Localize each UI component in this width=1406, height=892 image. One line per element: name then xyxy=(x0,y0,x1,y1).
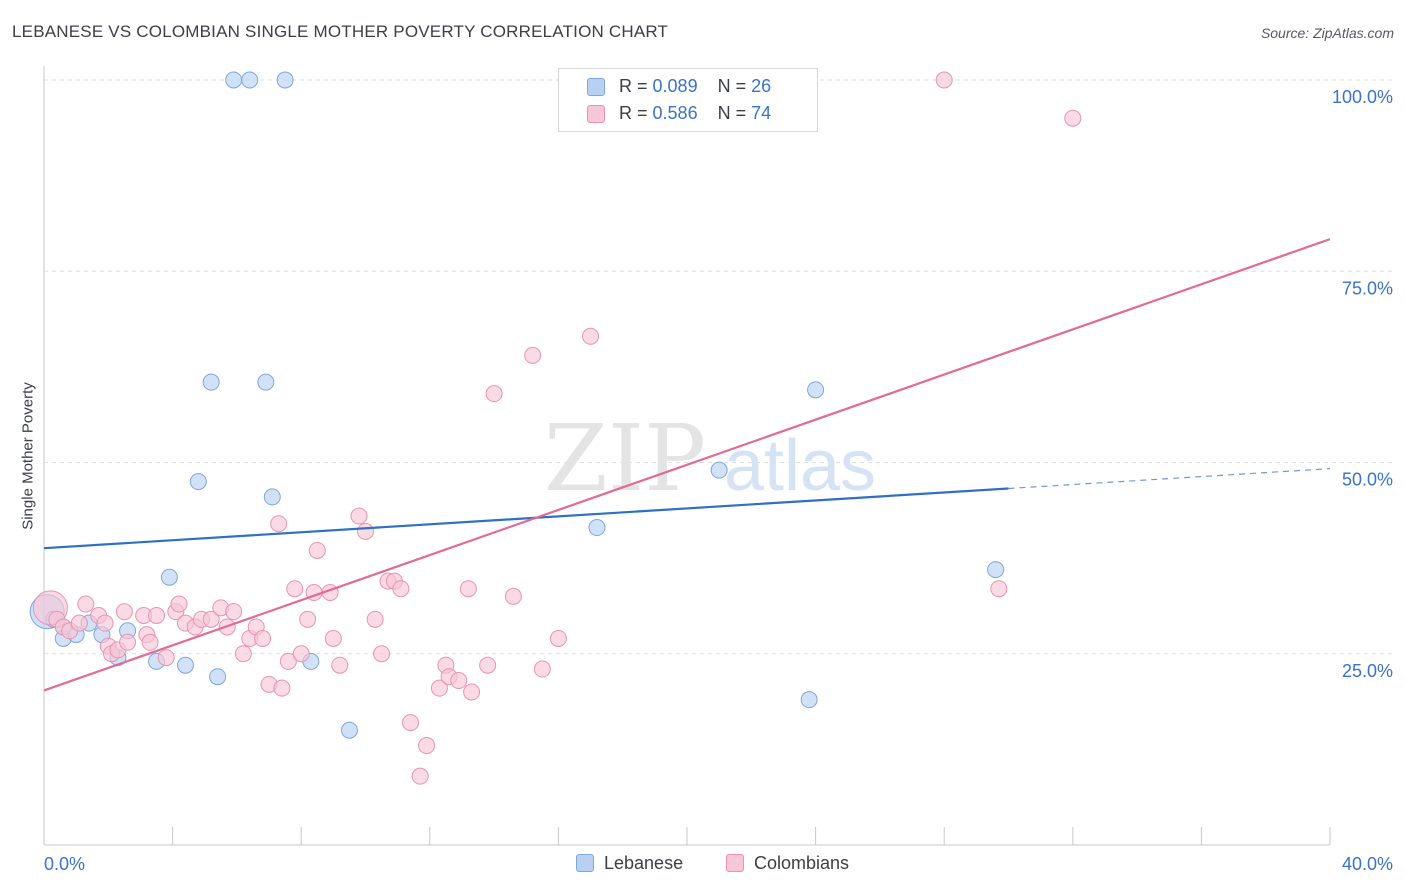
source-label: Source: ZipAtlas.com xyxy=(1260,25,1394,41)
lebanese-point xyxy=(710,461,728,479)
colombian-point xyxy=(115,603,133,621)
n-label: N = xyxy=(717,76,747,96)
y-tick-label: 25.0% xyxy=(1342,661,1393,681)
bottom-legend-lebanese[interactable]: Lebanese xyxy=(576,853,683,874)
x-tick-label: 40.0% xyxy=(1342,854,1393,874)
colombian-point xyxy=(225,603,243,621)
colombian-point xyxy=(373,645,391,663)
r-value: 0.586 xyxy=(652,103,698,123)
axes xyxy=(43,66,1331,846)
lebanese-point xyxy=(276,71,294,89)
colombian-point xyxy=(279,652,297,670)
colombian-point xyxy=(549,629,567,647)
colombian-point xyxy=(70,614,88,632)
r-label: R = xyxy=(619,103,648,123)
colombian-point xyxy=(524,346,542,364)
n-label: N = xyxy=(717,103,747,123)
lebanese-point xyxy=(800,691,818,709)
lebanese-point xyxy=(340,721,358,739)
colombian-point xyxy=(533,660,551,678)
lebanese-point xyxy=(241,71,259,89)
colombian-point xyxy=(119,633,137,651)
watermark: ZIP atlas xyxy=(544,405,876,512)
lebanese-point xyxy=(225,71,243,89)
colombian-swatch xyxy=(726,854,744,872)
colombian-point xyxy=(418,737,436,755)
lebanese-point xyxy=(257,373,275,391)
y-tick-label: 100.0% xyxy=(1332,87,1393,107)
colombian-point xyxy=(202,610,220,628)
watermark-atlas: atlas xyxy=(724,426,876,506)
bottom-legend-colombians[interactable]: Colombians xyxy=(726,853,849,874)
colombian-point xyxy=(411,767,429,785)
colombian-point xyxy=(990,580,1008,598)
tick-labels: 25.0% 50.0% 75.0% 100.0% 0.0% 40.0% xyxy=(44,87,1393,874)
colombian-point xyxy=(77,595,95,613)
points-layer xyxy=(29,71,1082,785)
colombian-point xyxy=(96,614,114,632)
colombian-point xyxy=(324,629,342,647)
colombian-point xyxy=(402,714,420,732)
lebanese-swatch xyxy=(576,854,594,872)
lebanese-point xyxy=(987,561,1005,579)
colombian-point xyxy=(463,683,481,701)
colombian-point xyxy=(299,610,317,628)
colombian-point xyxy=(141,633,159,651)
colombian-point xyxy=(148,607,166,624)
lebanese-point xyxy=(160,568,178,586)
x-tick-label: 0.0% xyxy=(44,854,85,874)
r-label: R = xyxy=(619,76,648,96)
colombian-point xyxy=(459,580,477,598)
colombian-swatch xyxy=(587,105,605,123)
legend-label-lebanese: Lebanese xyxy=(604,853,684,873)
colombian-point xyxy=(292,645,310,663)
lebanese-point xyxy=(176,656,194,674)
grid-layer xyxy=(44,79,1395,655)
colombian-point xyxy=(935,71,953,89)
lebanese-point xyxy=(588,519,606,537)
colombian-point xyxy=(254,629,272,647)
colombian-point xyxy=(308,541,326,559)
lebanese-trend-line xyxy=(43,487,1009,550)
watermark-zip: ZIP xyxy=(544,405,706,512)
stats-legend: R = 0.089 N = 26 R = 0.586 N = 74 xyxy=(558,68,818,132)
lebanese-point xyxy=(263,488,281,506)
colombian-point xyxy=(392,580,410,598)
colombian-point xyxy=(157,649,175,667)
colombian-trend-line xyxy=(43,238,1331,692)
legend-label-colombians: Colombians xyxy=(754,853,850,873)
n-value: 74 xyxy=(751,103,772,123)
lebanese-swatch xyxy=(587,78,605,96)
colombian-point xyxy=(582,327,600,345)
colombian-point xyxy=(286,580,304,598)
lebanese-point xyxy=(807,381,825,399)
colombian-point xyxy=(331,656,349,674)
lebanese-point xyxy=(202,373,220,391)
colombian-point xyxy=(350,507,368,525)
colombian-point xyxy=(1064,109,1082,127)
colombian-point xyxy=(430,679,448,697)
r-value: 0.089 xyxy=(652,76,698,96)
colombian-point xyxy=(357,522,374,540)
colombian-point xyxy=(234,645,252,663)
lebanese-point xyxy=(209,668,227,686)
colombian-point xyxy=(273,679,291,697)
lebanese-trend-extension xyxy=(1008,468,1331,490)
colombian-point xyxy=(479,656,497,674)
trend-lines xyxy=(43,238,1331,692)
chart-title: LEBANESE VS COLOMBIAN SINGLE MOTHER POVE… xyxy=(12,22,669,41)
n-value: 26 xyxy=(751,76,772,96)
colombian-point xyxy=(170,595,188,613)
colombian-point xyxy=(504,587,522,605)
y-tick-label: 50.0% xyxy=(1342,470,1393,490)
lebanese-point xyxy=(189,473,207,491)
colombian-point xyxy=(270,515,288,533)
colombian-point xyxy=(485,385,503,403)
colombian-point xyxy=(450,672,468,690)
colombian-point xyxy=(366,610,384,628)
y-tick-label: 75.0% xyxy=(1342,278,1393,298)
